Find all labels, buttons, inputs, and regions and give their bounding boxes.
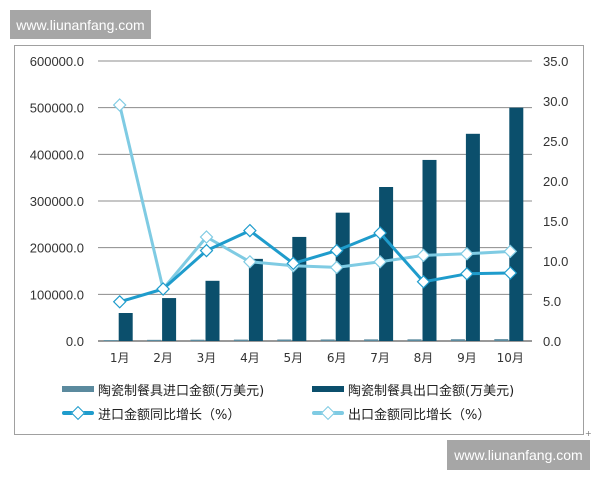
diamond-marker-icon bbox=[199, 243, 214, 258]
y-right-tick: 30.0 bbox=[543, 94, 568, 109]
diamond-marker-icon bbox=[156, 282, 170, 296]
y-right-tick: 5.0 bbox=[543, 294, 561, 309]
legend-label: 出口金额同比增长（%） bbox=[348, 407, 491, 423]
y-left-tick: 100000.0 bbox=[30, 287, 84, 302]
x-tick: 7月 bbox=[370, 351, 390, 365]
resize-corner-mark: + bbox=[585, 429, 592, 438]
line-series bbox=[119, 229, 511, 304]
diamond-marker-icon bbox=[243, 223, 257, 238]
x-tick: 9月 bbox=[457, 351, 477, 365]
bar bbox=[494, 339, 509, 341]
y-left-tick: 200000.0 bbox=[30, 241, 84, 256]
y-left-tick: 600000.0 bbox=[30, 54, 84, 69]
legend-item-export-amount: 陶瓷制餐具出口金额(万美元) bbox=[312, 380, 562, 399]
diamond-marker-icon bbox=[416, 248, 431, 263]
bar bbox=[103, 340, 118, 342]
diamond-marker-icon bbox=[329, 260, 344, 275]
legend-label: 陶瓷制餐具出口金额(万美元) bbox=[348, 383, 515, 399]
bar bbox=[248, 258, 263, 341]
x-tick: 1月 bbox=[110, 351, 130, 365]
x-tick: 10月 bbox=[497, 351, 524, 365]
legend-item-export-growth: 出口金额同比增长（%） bbox=[312, 404, 562, 423]
bar bbox=[450, 339, 465, 341]
x-tick: 5月 bbox=[283, 351, 303, 365]
diamond-marker-icon bbox=[373, 226, 387, 240]
diamond-marker-icon bbox=[373, 254, 387, 269]
x-tick: 4月 bbox=[240, 351, 260, 365]
x-tick: 6月 bbox=[327, 351, 347, 365]
watermark-bottom: www.liunanfang.com bbox=[447, 440, 590, 470]
diamond-marker-icon bbox=[503, 266, 518, 280]
diamond-marker-icon bbox=[503, 244, 518, 259]
diamond-marker-icon bbox=[416, 274, 431, 289]
y-left-tick: 300000.0 bbox=[30, 194, 84, 209]
bar bbox=[162, 298, 177, 341]
y-right-tick: 35.0 bbox=[543, 54, 568, 69]
diamond-marker-icon bbox=[243, 254, 257, 269]
bar-swatch-icon bbox=[312, 380, 344, 398]
diamond-marker-icon bbox=[460, 266, 474, 281]
line-diamond-swatch-icon bbox=[312, 404, 344, 422]
y-right-tick: 25.0 bbox=[543, 134, 568, 149]
bar bbox=[407, 339, 422, 341]
y-left-tick: 0.0 bbox=[66, 334, 84, 349]
bar bbox=[147, 339, 162, 341]
bar bbox=[509, 107, 524, 342]
bar bbox=[320, 339, 335, 341]
bar bbox=[292, 236, 307, 341]
bar bbox=[190, 339, 205, 341]
line-series bbox=[118, 104, 511, 291]
x-tick: 2月 bbox=[153, 351, 173, 365]
x-tick: 8月 bbox=[414, 351, 434, 365]
diamond-marker-icon bbox=[199, 230, 214, 244]
chart-legend: 陶瓷制餐具进口金额(万美元) 陶瓷制餐具出口金额(万美元) 进口金额同比增长（%… bbox=[62, 380, 562, 423]
y-right-tick: 15.0 bbox=[543, 214, 568, 229]
chart-frame bbox=[14, 45, 584, 435]
legend-item-import-growth: 进口金额同比增长（%） bbox=[62, 404, 312, 423]
bar bbox=[465, 133, 480, 341]
diamond-marker-icon bbox=[329, 243, 344, 258]
line-diamond-swatch-icon bbox=[62, 404, 94, 422]
x-tick: 3月 bbox=[197, 351, 217, 365]
diamond-marker-icon bbox=[286, 256, 301, 271]
bar bbox=[205, 280, 220, 341]
bar bbox=[277, 339, 292, 341]
diamond-marker-icon bbox=[112, 294, 127, 309]
y-right-tick: 20.0 bbox=[543, 174, 568, 189]
diamond-marker-icon bbox=[112, 98, 127, 112]
bar bbox=[379, 187, 394, 341]
legend-label: 陶瓷制餐具进口金额(万美元) bbox=[98, 383, 265, 399]
watermark-top: www.liunanfang.com bbox=[10, 10, 151, 39]
bar bbox=[335, 212, 350, 341]
bar bbox=[364, 339, 379, 341]
y-right-tick: 0.0 bbox=[543, 334, 561, 349]
y-right-tick: 10.0 bbox=[543, 254, 568, 269]
y-left-tick: 500000.0 bbox=[30, 101, 84, 116]
legend-item-import-amount: 陶瓷制餐具进口金额(万美元) bbox=[62, 380, 312, 399]
bar bbox=[233, 339, 248, 341]
y-left-tick: 400000.0 bbox=[30, 147, 84, 162]
bar-swatch-icon bbox=[62, 380, 94, 398]
diamond-marker-icon bbox=[460, 246, 474, 261]
bar bbox=[422, 159, 437, 341]
bar bbox=[118, 313, 133, 341]
legend-label: 进口金额同比增长（%） bbox=[98, 407, 241, 423]
